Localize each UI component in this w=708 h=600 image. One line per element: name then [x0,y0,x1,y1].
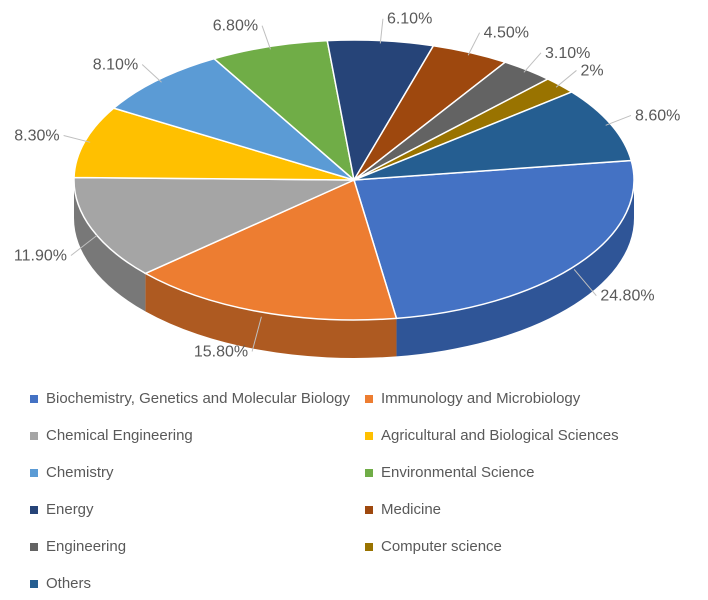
legend-label: Energy [46,501,94,518]
legend-item: Immunology and Microbiology [365,390,690,407]
legend-swatch [365,506,373,514]
legend-item: Chemistry [30,464,355,481]
slice-label: 8.60% [635,107,680,124]
legend-item: Chemical Engineering [30,427,355,444]
legend-label: Agricultural and Biological Sciences [381,427,619,444]
legend-label: Medicine [381,501,441,518]
legend-label: Chemistry [46,464,114,481]
legend-label: Others [46,575,91,592]
label-leader [606,115,631,125]
pie-slice [354,161,634,319]
legend-swatch [30,543,38,551]
legend-item: Energy [30,501,355,518]
label-leader [468,33,479,56]
legend-swatch [365,395,373,403]
slice-label: 8.30% [14,128,59,145]
slice-label: 15.80% [194,343,248,360]
legend-label: Biochemistry, Genetics and Molecular Bio… [46,390,350,407]
legend: Biochemistry, Genetics and Molecular Bio… [30,390,690,592]
pie-chart-container: 24.80% 15.80% 11.90% 8.30% 8.10% 6.80% 6.10% 4.… [0,0,708,600]
legend-swatch [30,580,38,588]
legend-item: Environmental Science [365,464,690,481]
label-leader [142,65,161,83]
slice-label: 8.10% [93,57,138,74]
legend-item: Engineering [30,538,355,555]
legend-label: Engineering [46,538,126,555]
legend-swatch [365,543,373,551]
legend-swatch [30,395,38,403]
slice-label: 2% [580,62,603,79]
slice-label: 11.90% [14,248,67,265]
slice-label: 4.50% [484,25,529,42]
legend-item: Agricultural and Biological Sciences [365,427,690,444]
slice-label: 6.10% [387,11,432,28]
legend-item: Computer science [365,538,690,555]
label-leader [262,26,270,50]
legend-label: Environmental Science [381,464,534,481]
legend-swatch [30,469,38,477]
slice-label: 24.80% [600,288,654,305]
label-leader [556,70,576,87]
slice-label: 6.80% [213,18,258,35]
legend-swatch [30,432,38,440]
legend-item: Medicine [365,501,690,518]
legend-label: Computer science [381,538,502,555]
legend-swatch [365,469,373,477]
pie-chart: 24.80% 15.80% 11.90% 8.30% 8.10% 6.80% 6.10% 4.… [0,0,708,380]
legend-label: Chemical Engineering [46,427,193,444]
legend-item: Biochemistry, Genetics and Molecular Bio… [30,390,355,407]
legend-label: Immunology and Microbiology [381,390,580,407]
label-leader [380,19,383,44]
legend-swatch [30,506,38,514]
label-leader [524,53,541,72]
slice-label: 3.10% [545,45,590,62]
legend-item: Others [30,575,355,592]
legend-swatch [365,432,373,440]
